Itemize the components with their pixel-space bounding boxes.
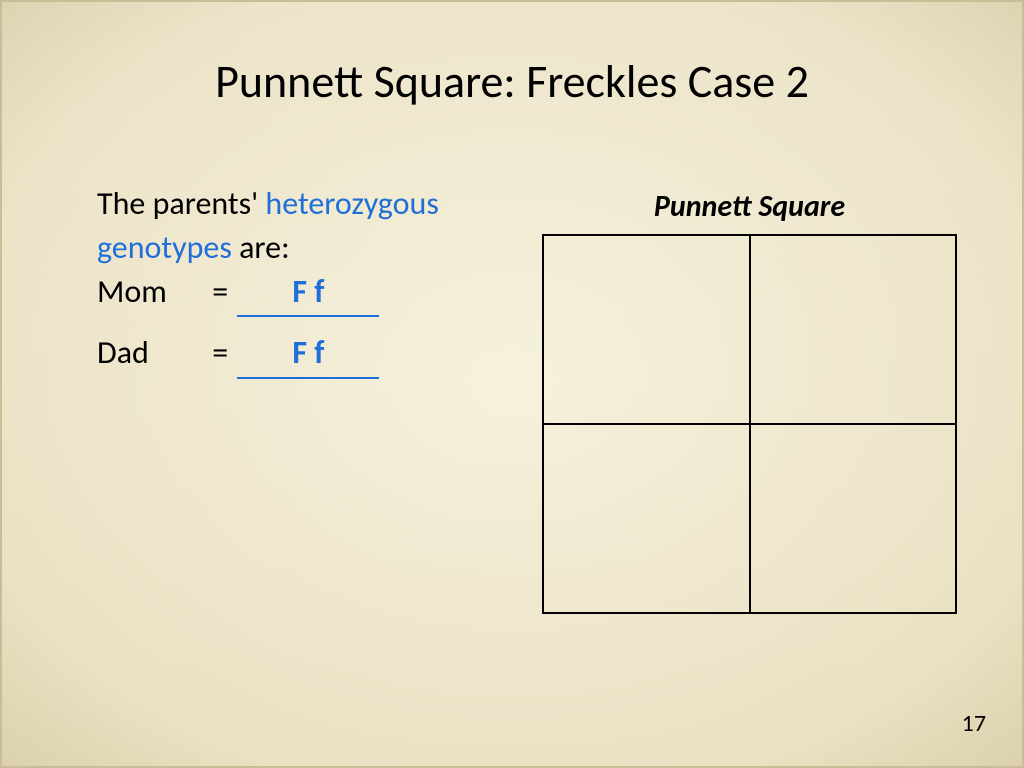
punnett-horizontal-divider (544, 423, 955, 425)
slide-title: Punnett Square: Freckles Case 2 (2, 54, 1022, 110)
punnett-square-label: Punnett Square (542, 188, 957, 225)
body-line2-post: are: (232, 228, 290, 267)
equals-sign: = (212, 272, 228, 311)
mom-genotype-blank: F f (237, 270, 379, 317)
mom-label: Mom (97, 270, 205, 314)
dad-label: Dad (97, 331, 205, 375)
page-number: 17 (962, 709, 986, 738)
mom-row: Mom = F f (97, 270, 497, 317)
equals-sign: = (212, 333, 228, 372)
dad-genotype-blank: F f (237, 331, 379, 378)
body-line1-pre: The parents' (97, 184, 265, 223)
dad-row: Dad = F f (97, 331, 497, 378)
punnett-square-grid (542, 234, 957, 614)
body-text: The parents' heterozygous genotypes are:… (97, 182, 497, 379)
slide: Punnett Square: Freckles Case 2 The pare… (0, 0, 1024, 768)
